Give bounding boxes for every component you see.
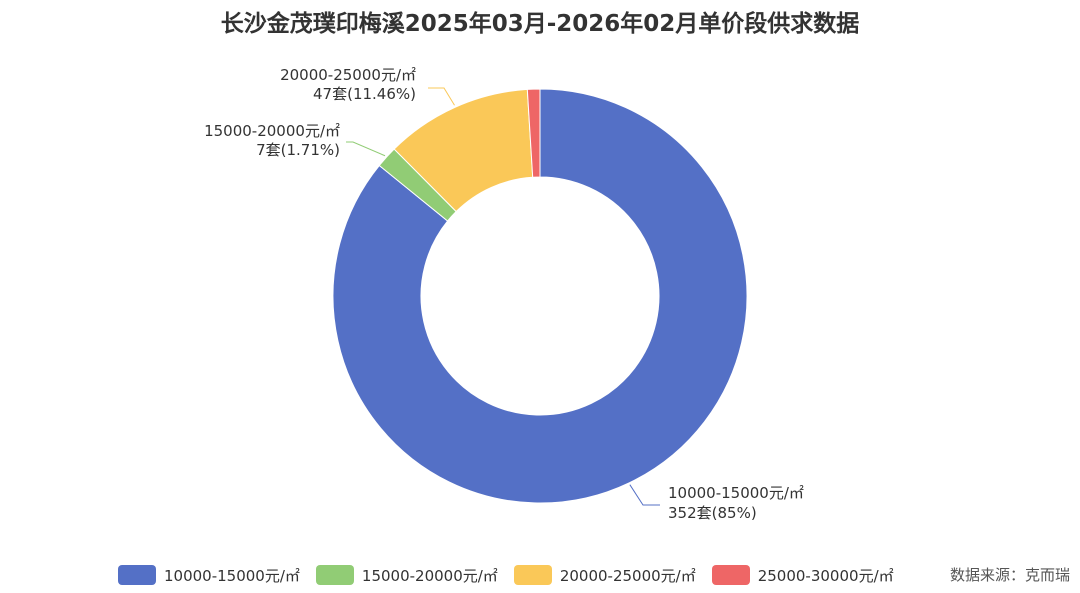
leader-line-3: [428, 87, 455, 106]
legend-label: 25000-30000元/㎡: [757, 566, 894, 585]
legend-swatch: [315, 565, 354, 585]
legend-label: 15000-20000元/㎡: [361, 566, 498, 585]
legend-swatch: [118, 565, 156, 585]
legend-item-25000-30000[interactable]: 25000-30000元/㎡: [711, 565, 894, 586]
slice-label-name-2: 15000-20000元/㎡: [204, 122, 340, 140]
slice-1[interactable]: [332, 88, 748, 504]
slice-label-value-2: 7套(1.71%): [256, 141, 340, 159]
legend-label: 20000-25000元/㎡: [559, 566, 696, 585]
legend-item-10000-15000[interactable]: 10000-15000元/㎡: [118, 565, 300, 586]
chart-title: 长沙金茂璞印梅溪2025年03月-2026年02月单价段供求数据: [220, 11, 860, 37]
leader-line-2: [346, 141, 386, 157]
chart-legend: 10000-15000元/㎡ 15000-20000元/㎡ 20000-2500…: [118, 563, 910, 587]
slice-label-value-1: 352套(85%): [668, 504, 757, 522]
legend-swatch: [513, 565, 552, 585]
slice-label-name-1: 10000-15000元/㎡: [668, 484, 804, 502]
legend-swatch: [711, 565, 750, 585]
legend-item-20000-25000[interactable]: 20000-25000元/㎡: [513, 565, 696, 586]
legend-item-15000-20000[interactable]: 15000-20000元/㎡: [315, 565, 498, 586]
slice-label-value-3: 47套(11.46%): [313, 85, 416, 103]
source-note: 数据来源：克而瑞: [949, 566, 1070, 584]
leader-line-1: [629, 484, 660, 506]
slice-4[interactable]: [526, 88, 541, 178]
slice-label-name-3: 20000-25000元/㎡: [280, 66, 416, 84]
legend-label: 10000-15000元/㎡: [164, 566, 300, 585]
